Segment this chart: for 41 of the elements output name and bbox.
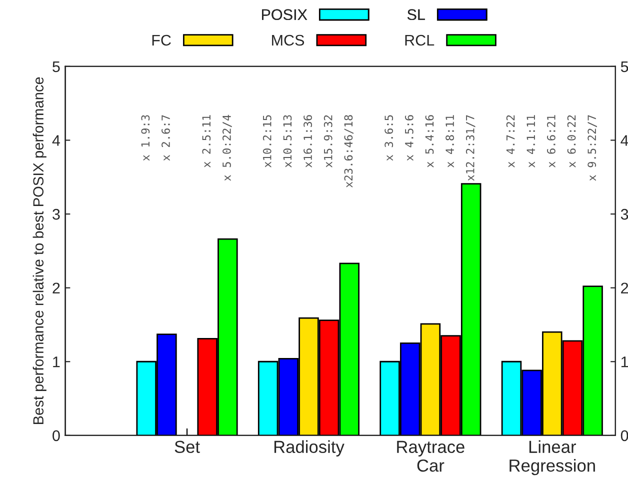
annotation: x12.2:31/7 <box>466 115 476 181</box>
y2-tick-label: 3 <box>620 208 628 220</box>
legend-label: SL <box>407 9 425 20</box>
annotation: x15.9:32 <box>324 115 332 168</box>
annotation: x 5.0:22/4 <box>222 114 232 181</box>
y-tick-label: 5 <box>52 61 60 72</box>
x-tick-label: Set <box>174 440 200 454</box>
x-tick-label: Radiosity <box>274 440 344 456</box>
annotation: x 1.9:3 <box>141 115 150 161</box>
annotation: x 5.4:16 <box>425 115 434 168</box>
y-tick-label: 4 <box>52 135 60 146</box>
annotation: x 9.5:22/7 <box>588 115 597 181</box>
annotation: x16.1:36 <box>304 115 312 168</box>
legend-label: MCS <box>272 34 304 46</box>
legend-label: FC <box>152 34 171 46</box>
annotation: x 2.5:11 <box>202 115 211 168</box>
y-tick-label: 3 <box>52 208 60 220</box>
annotation: x 2.6:7 <box>162 115 170 161</box>
legend-label: RCL <box>405 34 434 46</box>
annotation: x 4.1:11 <box>526 115 535 168</box>
annotation: x 6.6:21 <box>547 115 556 168</box>
annotation: x 4.7:22 <box>506 115 515 168</box>
x-tick-label: Raytrace Car <box>397 440 464 472</box>
annotation: x 4.8:11 <box>446 115 454 168</box>
y2-tick-label: 4 <box>620 135 628 146</box>
y2-tick-label: 2 <box>621 282 628 294</box>
y-tick-label: 1 <box>53 356 60 368</box>
annotation: x 4.5:6 <box>404 115 414 161</box>
annotation: x23.6:46/18 <box>344 115 354 188</box>
y2-tick-label: 0 <box>620 430 628 442</box>
y-axis-title: Best performance relative to best POSIX performance <box>32 77 46 424</box>
y2-tick-label: 1 <box>621 356 628 368</box>
annotation: x10.2:15 <box>262 115 272 168</box>
y-tick-label: 2 <box>52 282 60 294</box>
y-tick-label: 0 <box>52 430 60 442</box>
annotation: x10.5:13 <box>283 115 292 168</box>
x-tick-label: Linear Regression <box>510 440 595 476</box>
y2-tick-label: 5 <box>620 61 628 72</box>
legend-label: POSIX <box>262 9 308 20</box>
annotation: x 3.6:5 <box>384 115 394 161</box>
annotation: x 6.0:22 <box>567 115 576 168</box>
